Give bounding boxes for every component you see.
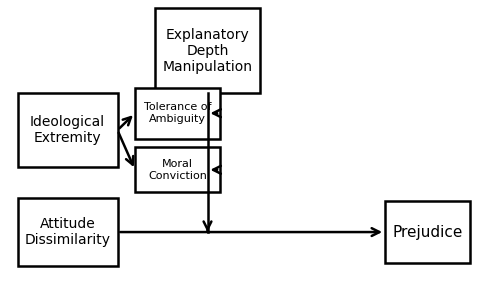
Text: Explanatory
Depth
Manipulation: Explanatory Depth Manipulation — [162, 28, 252, 74]
Bar — [135, 147, 220, 192]
Bar — [18, 93, 117, 167]
Text: Prejudice: Prejudice — [392, 224, 462, 240]
Text: Tolerance of
Ambiguity: Tolerance of Ambiguity — [144, 102, 211, 124]
Text: Ideological
Extremity: Ideological Extremity — [30, 115, 105, 145]
Text: Attitude
Dissimilarity: Attitude Dissimilarity — [24, 217, 110, 247]
Bar — [18, 198, 117, 266]
Bar — [135, 88, 220, 139]
Bar — [385, 201, 470, 263]
Text: Moral
Conviction: Moral Conviction — [148, 159, 207, 181]
Bar — [155, 8, 260, 93]
